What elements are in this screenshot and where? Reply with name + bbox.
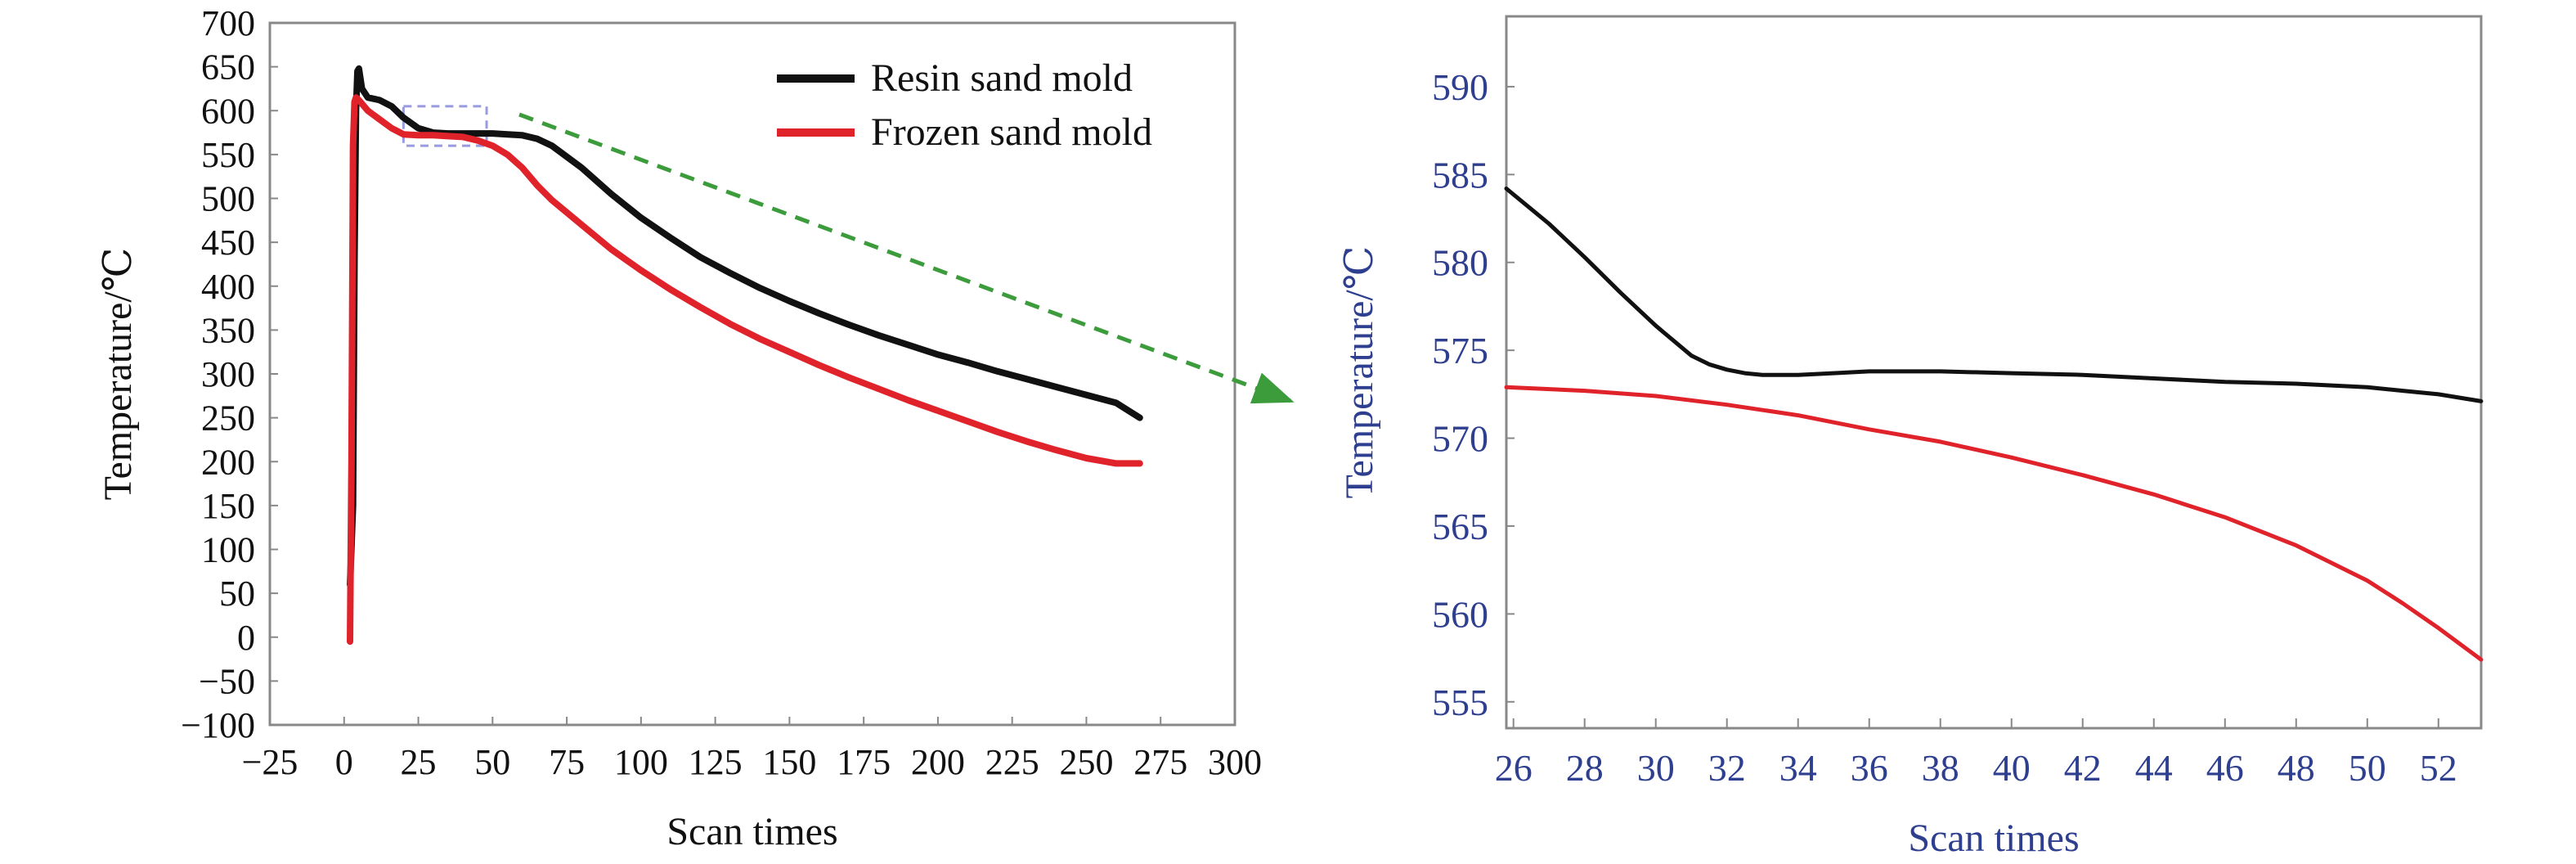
- right-y-tick-label: 575: [1432, 330, 1488, 371]
- left-chart: −100−50050100150200250300350400450500550…: [96, 3, 1262, 853]
- left-x-tick-label: 175: [837, 742, 891, 782]
- right-x-tick-label: 30: [1637, 747, 1675, 789]
- right-y-tick-label: 570: [1432, 418, 1488, 460]
- legend-label: Resin sand mold: [871, 56, 1133, 100]
- left-series-lines: [347, 65, 1143, 646]
- right-y-tick-label: 560: [1432, 593, 1488, 635]
- left-y-tick-label: 700: [201, 3, 255, 43]
- left-y-tick-label: 400: [201, 267, 255, 307]
- left-x-axis-title: Scan times: [666, 810, 837, 853]
- left-x-tick-label: 200: [911, 742, 965, 782]
- right-x-tick-label: 32: [1708, 747, 1746, 789]
- legend-label: Frozen sand mold: [871, 110, 1152, 154]
- left-x-tick-label: −25: [242, 742, 298, 782]
- zoom-highlight-box: [402, 105, 488, 147]
- right-y-tick-label: 565: [1432, 506, 1488, 547]
- left-x-tick-label: 275: [1133, 742, 1187, 782]
- legend: Resin sand mold Frozen sand mold: [777, 56, 1152, 154]
- left-y-tick-label: 550: [201, 135, 255, 175]
- zoom-arrow: [518, 112, 1295, 404]
- left-y-tick-label: 500: [201, 179, 255, 219]
- right-series-lines: [1504, 187, 2484, 662]
- left-x-tick-label: 75: [549, 742, 585, 782]
- left-y-tick-label: −50: [199, 661, 255, 701]
- right-x-tick-label: 40: [1993, 747, 2031, 789]
- left-y-axis-title: Temperature/℃: [96, 248, 140, 501]
- right-y-tick-label: 555: [1432, 682, 1488, 723]
- series-line-resin-sand-mold: [347, 65, 1143, 588]
- right-chart: 555 560 565 570 575 580 585 590 26 28 30 32 34 36 38 4…: [1338, 15, 2484, 860]
- right-x-tick-label: 50: [2349, 747, 2386, 789]
- right-y-axis-title: Temperature/℃: [1338, 246, 1381, 499]
- left-x-tick-label: 50: [474, 742, 510, 782]
- left-y-tick-label: 0: [237, 618, 255, 658]
- left-x-tick-label: 25: [401, 742, 437, 782]
- left-x-tick-label: 150: [762, 742, 816, 782]
- right-y-axis-ticks: 555 560 565 570 575 580 585 590: [1432, 66, 1515, 723]
- left-x-tick-label: 0: [335, 742, 353, 782]
- left-x-tick-label: 225: [985, 742, 1039, 782]
- right-y-tick-label: 590: [1432, 66, 1488, 108]
- zoom-region-box: [402, 105, 488, 147]
- zoom-series-line-red: [1504, 385, 2484, 662]
- right-x-tick-label: 44: [2135, 747, 2173, 789]
- left-y-axis-ticks: −100−50050100150200250300350400450500550…: [181, 3, 278, 745]
- left-y-tick-label: 350: [201, 310, 255, 350]
- left-y-tick-label: 300: [201, 354, 255, 394]
- left-x-tick-label: 300: [1208, 742, 1262, 782]
- left-y-tick-label: 450: [201, 223, 255, 263]
- left-y-tick-label: 600: [201, 91, 255, 131]
- left-x-axis-ticks: −25 0 25 50 75 100 125 150 175 200 225 250 275 300: [242, 717, 1262, 782]
- right-x-tick-label: 36: [1851, 747, 1888, 789]
- right-x-tick-label: 34: [1779, 747, 1817, 789]
- left-x-tick-label: 125: [689, 742, 743, 782]
- right-x-axis-ticks: 26 28 30 32 34 36 38 40 42 44 46 48 50 52: [1495, 718, 2457, 789]
- right-x-tick-label: 28: [1566, 747, 1604, 789]
- left-y-tick-label: 50: [219, 574, 255, 614]
- series-line-frozen-sand-mold: [347, 94, 1143, 646]
- right-x-tick-label: 42: [2064, 747, 2102, 789]
- right-x-tick-label: 52: [2420, 747, 2457, 789]
- left-y-tick-label: 100: [201, 530, 255, 570]
- right-x-tick-label: 26: [1495, 747, 1533, 789]
- left-y-tick-label: 250: [201, 398, 255, 439]
- left-y-tick-label: 200: [201, 442, 255, 482]
- right-x-tick-label: 48: [2278, 747, 2315, 789]
- right-y-tick-label: 585: [1432, 154, 1488, 196]
- right-x-axis-title: Scan times: [1908, 817, 2079, 860]
- left-x-tick-label: 250: [1059, 742, 1113, 782]
- left-x-tick-label: 100: [614, 742, 668, 782]
- right-x-tick-label: 46: [2206, 747, 2244, 789]
- left-y-tick-label: −100: [181, 705, 255, 745]
- left-y-tick-label: 650: [201, 47, 255, 88]
- right-y-tick-label: 580: [1432, 242, 1488, 284]
- right-x-tick-label: 38: [1922, 747, 1959, 789]
- zoom-series-line-black: [1504, 187, 2484, 403]
- left-plot-frame: [268, 21, 1236, 727]
- left-y-tick-label: 150: [201, 486, 255, 526]
